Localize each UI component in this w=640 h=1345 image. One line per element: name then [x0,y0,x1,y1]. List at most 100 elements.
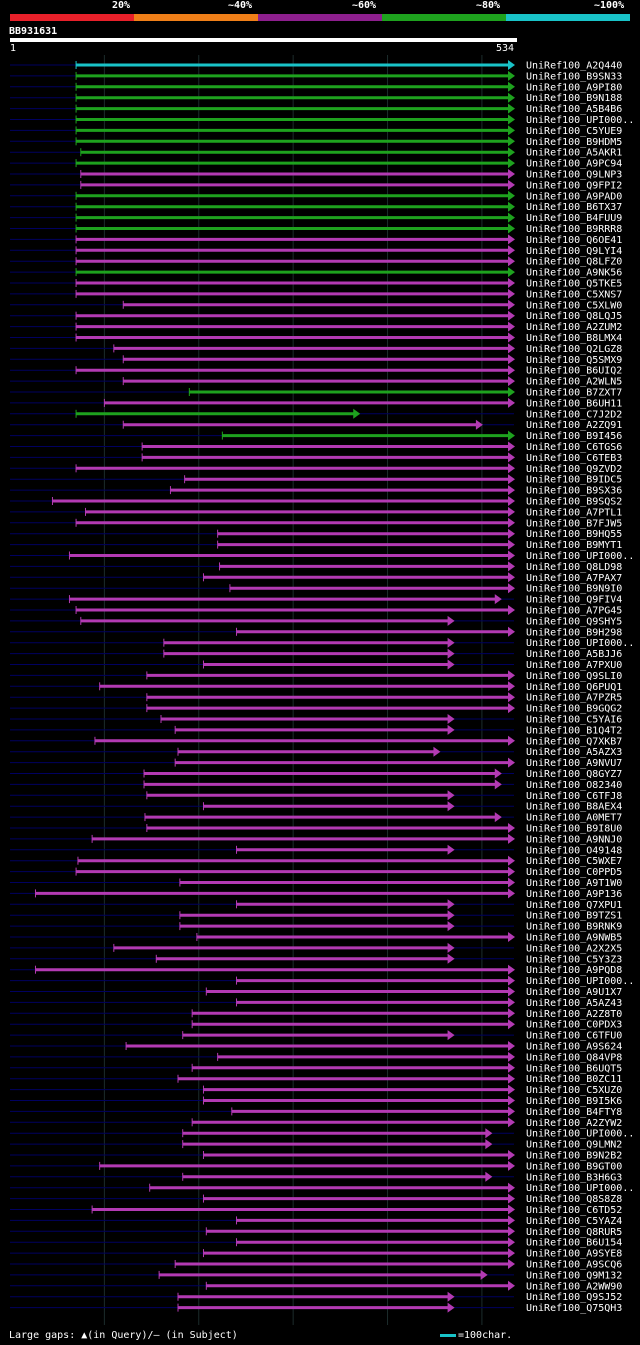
hit-row[interactable]: UniRef100_UPI000.. [10,1128,634,1140]
hit-label[interactable]: UniRef100_Q6OE41 [526,235,622,246]
hit-label[interactable]: UniRef100_Q9LMN2 [526,1140,622,1151]
hit-label[interactable]: UniRef100_A2Z8T0 [526,1009,622,1020]
hit-label[interactable]: UniRef100_B8LMX4 [526,333,622,344]
hit-label[interactable]: UniRef100_B3H6G3 [526,1172,622,1183]
hit-label[interactable]: UniRef100_A2WLN5 [526,377,622,388]
hit-label[interactable]: UniRef100_A5AZ43 [526,998,622,1009]
hit-label[interactable]: UniRef100_Q9ZVD2 [526,464,622,475]
hit-label[interactable]: UniRef100_Q9M132 [526,1270,622,1281]
hit-label[interactable]: UniRef100_C6TEB3 [526,453,622,464]
hit-label[interactable]: UniRef100_B9I5K6 [526,1096,622,1107]
hit-label[interactable]: UniRef100_A9PAD0 [526,191,622,202]
hit-row[interactable]: UniRef100_B1Q4T2 [10,724,622,737]
hit-label[interactable]: UniRef100_A9S624 [526,1042,622,1053]
hit-row[interactable]: UniRef100_B9MYT1 [10,539,622,552]
hit-row[interactable]: UniRef100_A5AKR1 [10,147,622,159]
hit-label[interactable]: UniRef100_UPI000.. [526,1183,634,1194]
hit-row[interactable]: UniRef100_UPI000.. [10,637,634,650]
hit-label[interactable]: UniRef100_B6U154 [526,1238,622,1249]
hit-row[interactable]: UniRef100_B4FUU9 [10,212,622,225]
hit-row[interactable]: UniRef100_Q8GYZ7 [10,768,622,781]
hit-label[interactable]: UniRef100_UPI000.. [526,976,634,987]
hit-row[interactable]: UniRef100_C5XLW0 [10,299,622,312]
hit-label[interactable]: UniRef100_A9NWB5 [526,933,622,944]
hit-row[interactable]: UniRef100_B9GT00 [10,1160,622,1173]
hit-row[interactable]: UniRef100_B9I456 [10,430,622,443]
hit-label[interactable]: UniRef100_A9NNJ0 [526,834,622,845]
hit-row[interactable]: UniRef100_A2ZYW2 [10,1117,622,1129]
hit-label[interactable]: UniRef100_A2ZUM2 [526,322,622,333]
hit-label[interactable]: UniRef100_C6TFU0 [526,1031,622,1042]
hit-row[interactable]: UniRef100_Q5SMX9 [10,354,622,366]
hit-label[interactable]: UniRef100_Q2LGZ8 [526,344,622,355]
hit-row[interactable]: UniRef100_Q8LQJ5 [10,310,622,323]
hit-label[interactable]: UniRef100_B9SQS2 [526,497,622,508]
hit-row[interactable]: UniRef100_B6U154 [10,1237,622,1249]
hit-row[interactable]: UniRef100_B6TX37 [10,201,622,214]
hit-row[interactable]: UniRef100_Q9SHY5 [10,615,622,628]
hit-row[interactable]: UniRef100_A9U1X7 [10,986,622,999]
hit-label[interactable]: UniRef100_B9HQ55 [526,529,622,540]
hit-row[interactable]: UniRef100_A9SCQ6 [10,1259,622,1271]
hit-row[interactable]: UniRef100_Q75QH3 [10,1302,622,1315]
hit-label[interactable]: UniRef100_Q9SJ52 [526,1292,622,1303]
hit-label[interactable]: UniRef100_Q7XPU1 [526,900,622,911]
hit-row[interactable]: UniRef100_C5YAI6 [10,714,622,726]
hit-row[interactable]: UniRef100_A9NNJ0 [10,833,622,846]
hit-label[interactable]: UniRef100_A9PQD8 [526,965,622,976]
hit-label[interactable]: UniRef100_C5XLW0 [526,300,622,311]
hit-label[interactable]: UniRef100_A9PC94 [526,159,622,170]
hit-label[interactable]: UniRef100_UPI000.. [526,1129,634,1140]
hit-row[interactable]: UniRef100_B9HDM5 [10,136,622,148]
hit-row[interactable]: UniRef100_A5AZX3 [10,746,622,759]
hit-row[interactable]: UniRef100_A9NVU7 [10,757,622,770]
hit-row[interactable]: UniRef100_C5YUE9 [10,125,622,137]
hit-label[interactable]: UniRef100_Q9SHY5 [526,616,622,627]
hit-row[interactable]: UniRef100_B9SN33 [10,70,622,83]
hit-row[interactable]: UniRef100_A0MET7 [10,812,622,824]
hit-row[interactable]: UniRef100_C0PDX3 [10,1019,622,1031]
hit-row[interactable]: UniRef100_B9H298 [10,626,622,639]
hit-row[interactable]: UniRef100_C6TFJ8 [10,790,622,802]
hit-label[interactable]: UniRef100_B6UIQ2 [526,366,622,377]
hit-label[interactable]: UniRef100_Q8LQJ5 [526,311,622,322]
hit-row[interactable]: UniRef100_A7PG45 [10,605,622,617]
hit-row[interactable]: UniRef100_A2WLN5 [10,376,622,388]
hit-row[interactable]: UniRef100_Q7XPU1 [10,899,622,911]
hit-row[interactable]: UniRef100_B6UH11 [10,397,622,410]
hit-label[interactable]: UniRef100_O82340 [526,780,622,791]
hit-label[interactable]: UniRef100_B9HDM5 [526,137,622,148]
hit-row[interactable]: UniRef100_B7ZXT7 [10,387,622,399]
hit-label[interactable]: UniRef100_A9SCQ6 [526,1260,622,1271]
hit-label[interactable]: UniRef100_A9U1X7 [526,987,622,998]
hit-row[interactable]: UniRef100_Q8S8Z8 [10,1193,622,1206]
hit-label[interactable]: UniRef100_B6UH11 [526,398,622,409]
hit-row[interactable]: UniRef100_C5Y3Z3 [10,953,622,966]
hit-row[interactable]: UniRef100_A2X2X5 [10,942,622,955]
hit-label[interactable]: UniRef100_Q9LNP3 [526,170,622,181]
hit-label[interactable]: UniRef100_Q9LYI4 [526,246,622,257]
hit-label[interactable]: UniRef100_Q7XKB7 [526,736,622,747]
hit-label[interactable]: UniRef100_A5B4B6 [526,104,622,115]
hit-label[interactable]: UniRef100_B9MYT1 [526,540,622,551]
hit-row[interactable]: UniRef100_B9I5K6 [10,1095,622,1108]
hit-row[interactable]: UniRef100_C7J2D2 [10,408,622,421]
hit-label[interactable]: UniRef100_B9SX36 [526,486,622,497]
hit-row[interactable]: UniRef100_B9TZS1 [10,910,622,922]
hit-row[interactable]: UniRef100_B9HQ55 [10,528,622,541]
hit-label[interactable]: UniRef100_Q8RUR5 [526,1227,622,1238]
hit-label[interactable]: UniRef100_Q8GYZ7 [526,769,622,780]
hit-row[interactable]: UniRef100_A9PAD0 [10,190,622,203]
hit-row[interactable]: UniRef100_A7PXU0 [10,659,622,672]
hit-row[interactable]: UniRef100_B0ZC11 [10,1073,622,1086]
hit-label[interactable]: UniRef100_Q6PUQ1 [526,682,622,693]
hit-row[interactable]: UniRef100_A9PC94 [10,158,622,170]
hit-label[interactable]: UniRef100_B9I8U0 [526,824,622,835]
hit-row[interactable]: UniRef100_Q2LGZ8 [10,343,622,355]
hit-row[interactable]: UniRef100_A2Q440 [10,60,622,72]
hit-row[interactable]: UniRef100_A5B4B6 [10,103,622,116]
hit-row[interactable]: UniRef100_Q9FPI2 [10,179,622,192]
hit-label[interactable]: UniRef100_B7FJW5 [526,518,622,529]
hit-row[interactable]: UniRef100_UPI000.. [10,975,634,988]
hit-label[interactable]: UniRef100_B9IDC5 [526,475,622,486]
